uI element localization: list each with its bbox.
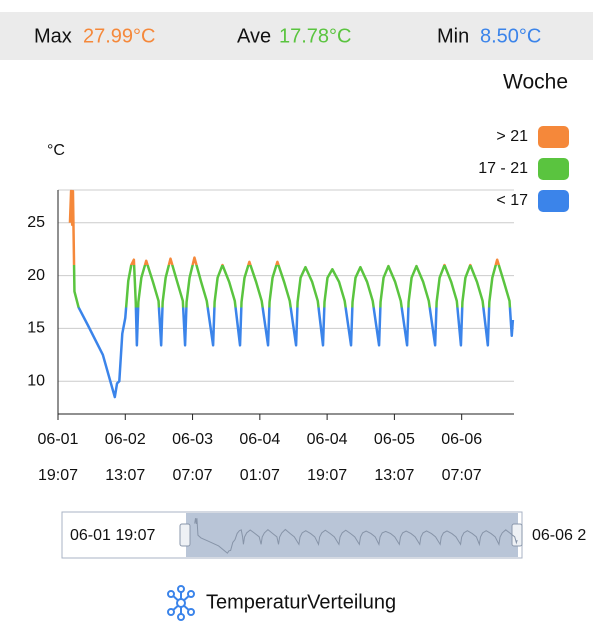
y-tick-label: 15 <box>27 320 45 337</box>
y-tick-label: 20 <box>27 267 45 284</box>
footer-button[interactable]: TemperaturVerteilung <box>206 591 396 613</box>
max-value: 27.99°C <box>83 25 156 47</box>
x-tick-label: 06-01 19:07 <box>37 431 79 484</box>
period[interactable]: Woche <box>503 71 568 94</box>
x-tick-label: 06-06 07:07 <box>441 431 483 484</box>
y-axis-label: °C <box>47 142 65 159</box>
navigator-handle[interactable] <box>511 523 523 547</box>
ave-value: 17.78°C <box>279 25 352 47</box>
legend-label: < 17 <box>496 192 528 209</box>
navigator-start: 06-01 19:07 <box>70 527 156 544</box>
y-tick-label: 10 <box>27 372 45 389</box>
y-tick-label: 25 <box>27 214 45 231</box>
ave-label: Ave <box>237 25 271 47</box>
navigator-line <box>194 518 518 554</box>
x-tick-label: 06-03 07:07 <box>172 431 213 484</box>
x-tick-label: 06-04 19:07 <box>306 431 348 484</box>
share-icon[interactable] <box>167 585 195 621</box>
x-tick-label: 06-05 13:07 <box>373 431 415 484</box>
navigator-handle[interactable] <box>179 523 191 547</box>
navigator-end: 06-06 2 <box>532 527 586 544</box>
legend-swatch <box>538 126 569 148</box>
temperature-line <box>68 189 515 399</box>
min-label: Min <box>437 25 469 47</box>
max-label: Max <box>34 25 72 47</box>
legend-swatch <box>538 190 569 212</box>
stats-bar <box>0 12 593 60</box>
legend-label: > 21 <box>496 128 528 145</box>
legend-swatch <box>538 158 569 180</box>
min-value: 8.50°C <box>480 25 541 47</box>
legend-label: 17 - 21 <box>478 160 528 177</box>
x-tick-label: 06-04 01:07 <box>239 431 281 484</box>
x-tick-label: 06-02 13:07 <box>104 431 146 484</box>
